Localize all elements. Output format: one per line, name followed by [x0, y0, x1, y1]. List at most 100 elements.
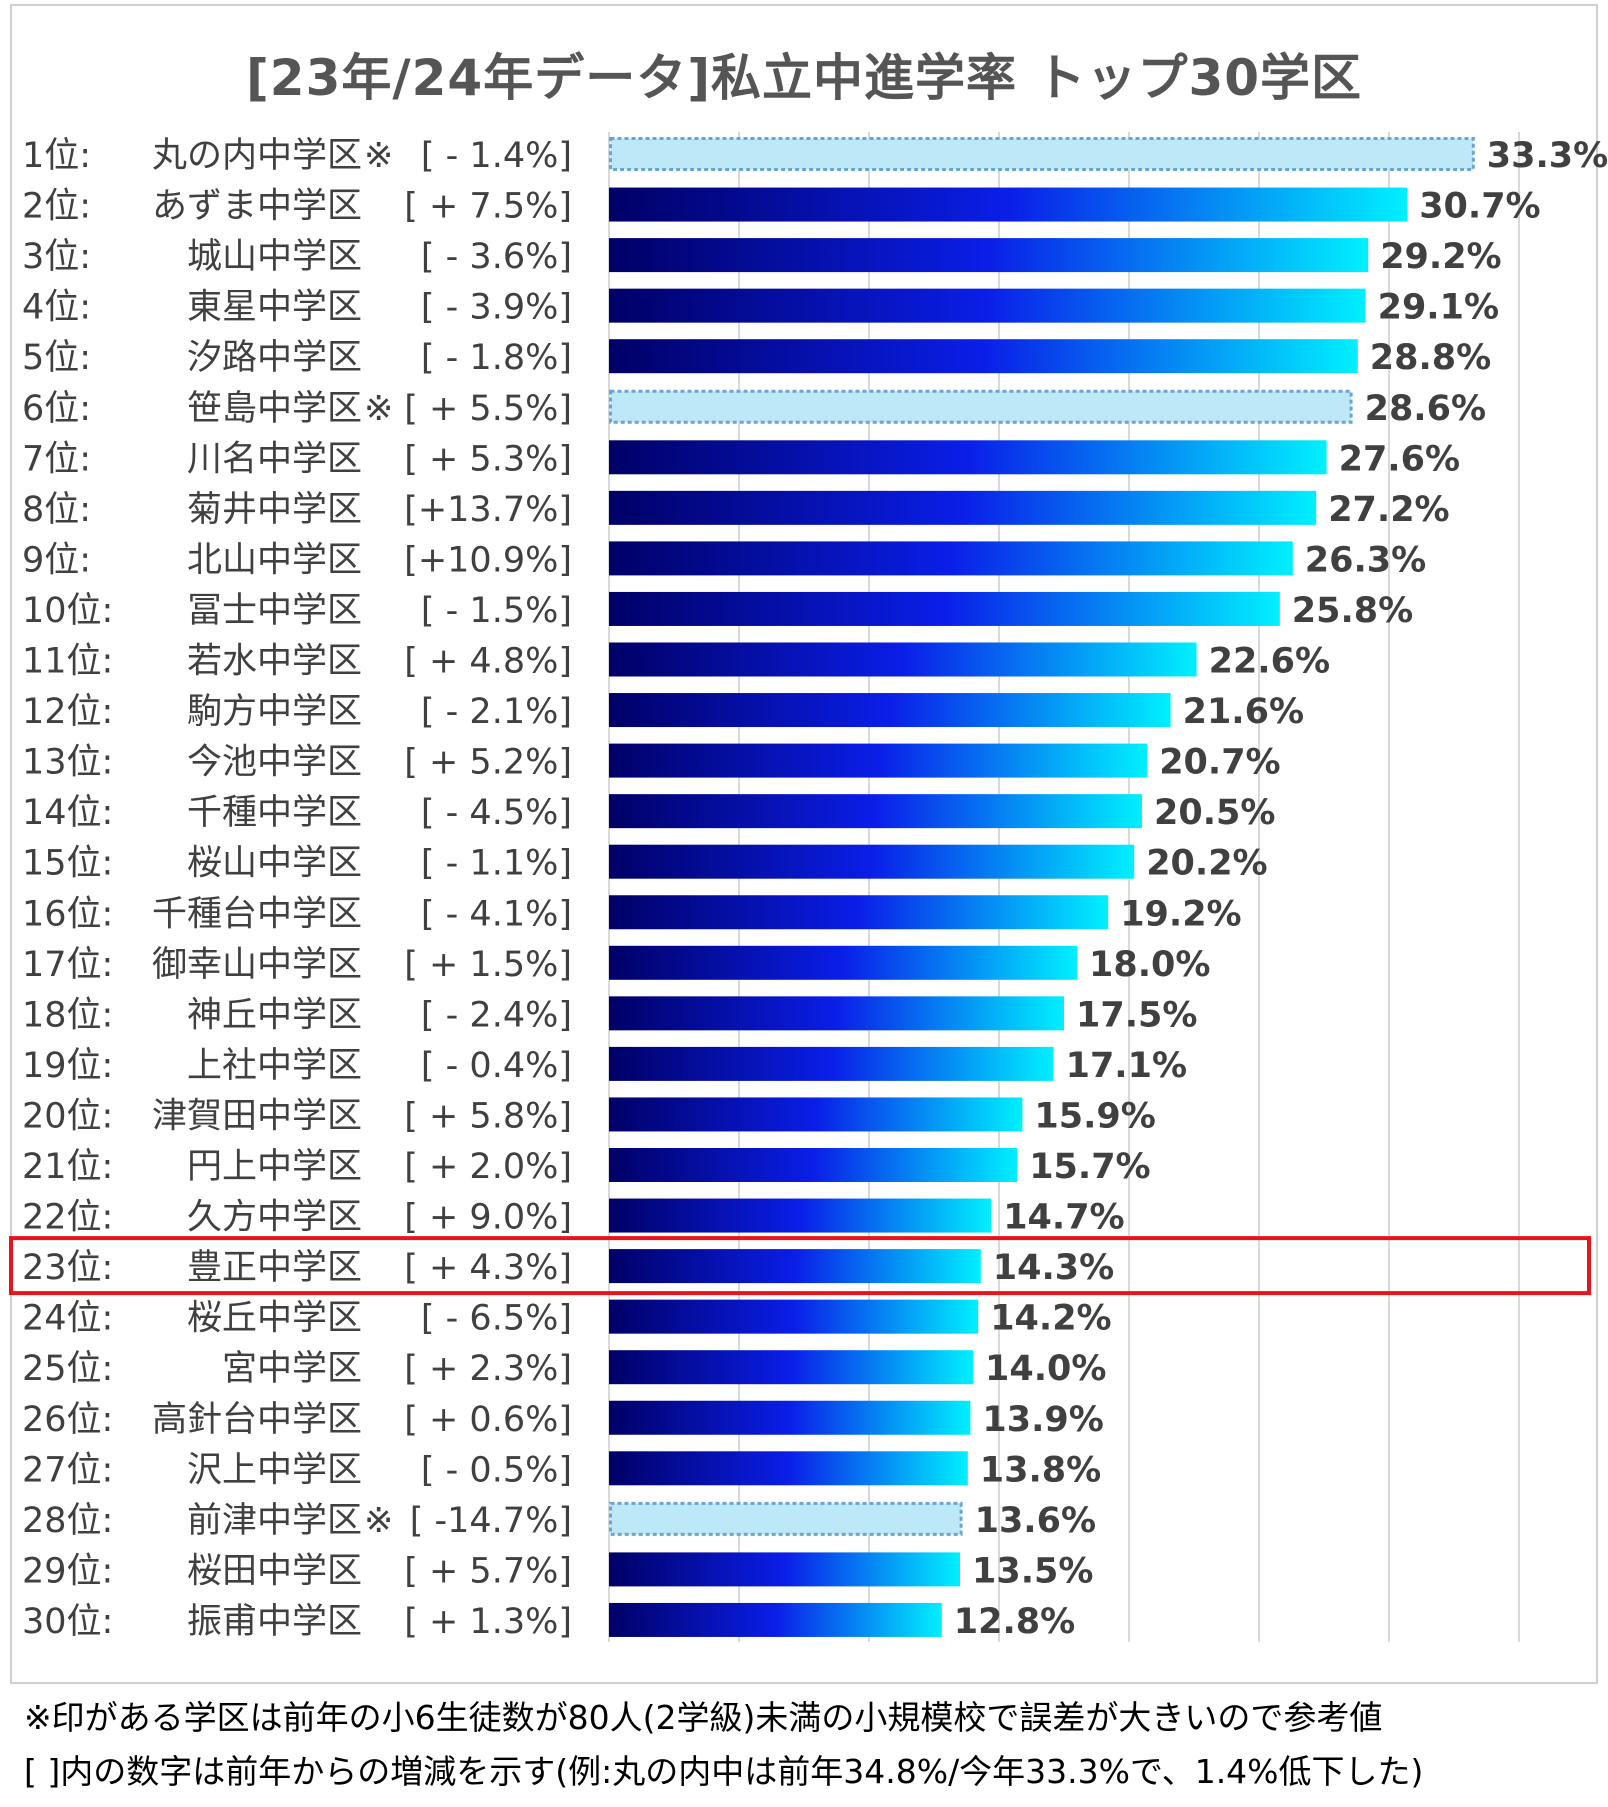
district-label: 円上中学区	[187, 1147, 362, 1187]
rank-label: 30位:	[22, 1602, 113, 1642]
rank-label: 18位:	[22, 995, 113, 1035]
change-label: [+10.9%]	[404, 540, 572, 580]
rank-label: 13位:	[22, 743, 113, 783]
district-label: 汐路中学区	[187, 338, 362, 378]
value-label: 20.5%	[1154, 793, 1275, 833]
rank-label: 6位:	[22, 389, 91, 429]
change-label: [ + 2.3%]	[404, 1349, 572, 1389]
district-label: 川名中学区	[187, 439, 362, 479]
chart-title: [23年/24年データ]私立中進学率 トップ30学区	[245, 49, 1363, 107]
bar	[609, 1097, 1023, 1132]
rank-label: 22位:	[22, 1198, 113, 1238]
bar	[609, 541, 1293, 576]
rank-label: 21位:	[22, 1147, 113, 1187]
rank-label: 12位:	[22, 692, 113, 732]
bar	[609, 591, 1280, 626]
bar	[609, 1148, 1018, 1182]
rank-label: 28位:	[22, 1501, 113, 1541]
footnote-change: [ ]内の数字は前年からの増減を示す(例:丸の内中は前年34.8%/今年33.3…	[24, 1752, 1424, 1791]
bar	[609, 490, 1317, 525]
district-label: 駒方中学区	[187, 692, 362, 732]
change-label: [ + 5.3%]	[404, 439, 572, 479]
value-label: 15.9%	[1034, 1096, 1155, 1136]
rank-label: 17位:	[22, 945, 113, 985]
bar	[609, 642, 1197, 677]
value-label: 26.3%	[1305, 540, 1426, 580]
change-label: [ + 1.3%]	[404, 1602, 572, 1642]
category-labels: 1位: 丸の内中学区 ※[ - 1.4%]2位: あずま中学区[ + 7.5%]3位:…	[22, 136, 572, 1642]
bar	[609, 693, 1171, 728]
value-label: 30.7%	[1419, 187, 1540, 227]
change-label: [ - 3.9%]	[421, 288, 572, 328]
district-label: 千種中学区	[187, 793, 362, 833]
reference-mark: ※	[364, 389, 393, 429]
change-label: [ + 5.2%]	[404, 743, 572, 783]
bar	[609, 996, 1064, 1031]
district-label: 沢上中学区	[187, 1450, 362, 1490]
value-label: 13.5%	[972, 1551, 1093, 1591]
value-label: 17.1%	[1066, 1046, 1187, 1086]
footnote-reference: ※印がある学区は前年の小6生徒数が80人(2学級)未満の小規模校で誤差が大きいの…	[24, 1698, 1383, 1737]
rank-label: 8位:	[22, 490, 91, 530]
reference-mark: ※	[364, 1501, 393, 1541]
bar	[609, 945, 1077, 980]
change-label: [ -14.7%]	[410, 1501, 572, 1541]
rank-label: 4位:	[22, 288, 91, 328]
bar	[609, 1249, 981, 1284]
value-label: 15.7%	[1029, 1147, 1150, 1187]
rank-label: 1位:	[22, 136, 91, 176]
district-label: 久方中学区	[187, 1198, 362, 1238]
value-labels: 33.3% 30.7% 29.2% 29.1% 28.8% 28.6% 27.6% 27.2%…	[954, 136, 1608, 1642]
rank-label: 27位:	[22, 1450, 113, 1490]
bar-reference	[609, 137, 1475, 171]
change-label: [ + 4.3%]	[404, 1248, 572, 1288]
rank-label: 9位:	[22, 540, 91, 580]
rank-label: 7位:	[22, 439, 91, 479]
value-label: 29.1%	[1378, 288, 1499, 328]
bar	[609, 1299, 979, 1334]
value-label: 33.3%	[1487, 136, 1608, 176]
value-label: 14.3%	[993, 1248, 1114, 1288]
district-label: 桜山中学区	[187, 844, 362, 884]
value-label: 22.6%	[1209, 642, 1330, 682]
value-label: 13.9%	[982, 1400, 1103, 1440]
change-label: [+13.7%]	[404, 490, 572, 530]
district-label: 丸の内中学区	[152, 136, 362, 176]
value-label: 27.6%	[1339, 439, 1460, 479]
change-label: [ + 9.0%]	[404, 1198, 572, 1238]
bar	[609, 288, 1366, 323]
highlight-layer	[9, 1236, 1591, 1296]
value-label: 14.0%	[985, 1349, 1106, 1389]
change-label: [ - 1.5%]	[421, 591, 572, 631]
rank-label: 26位:	[22, 1400, 113, 1440]
highlight-box	[9, 1236, 1591, 1296]
change-label: [ - 1.1%]	[421, 844, 572, 884]
district-label: あずま中学区	[152, 187, 362, 227]
value-label: 20.7%	[1159, 743, 1280, 783]
change-label: [ + 5.8%]	[404, 1096, 572, 1136]
rank-label: 11位:	[22, 642, 113, 682]
rank-label: 25位:	[22, 1349, 113, 1389]
change-label: [ - 4.1%]	[421, 894, 572, 934]
value-label: 13.6%	[975, 1501, 1096, 1541]
rank-label: 19位:	[22, 1046, 113, 1086]
rank-label: 16位:	[22, 894, 113, 934]
value-label: 17.5%	[1076, 995, 1197, 1035]
district-label: 桜田中学区	[187, 1551, 362, 1591]
bar	[609, 794, 1142, 829]
district-label: 上社中学区	[187, 1046, 362, 1086]
value-label: 28.8%	[1370, 338, 1491, 378]
value-label: 19.2%	[1120, 894, 1241, 934]
value-label: 18.0%	[1089, 945, 1210, 985]
rank-label: 14位:	[22, 793, 113, 833]
district-label: 今池中学区	[187, 743, 362, 783]
value-label: 29.2%	[1380, 237, 1501, 277]
change-label: [ - 4.5%]	[421, 793, 572, 833]
bar	[609, 895, 1109, 930]
district-label: 豊正中学区	[187, 1248, 362, 1288]
rank-label: 3位:	[22, 237, 91, 277]
change-label: [ + 5.7%]	[404, 1551, 572, 1591]
change-label: [ + 5.5%]	[404, 389, 572, 429]
change-label: [ - 6.5%]	[421, 1299, 572, 1339]
rank-label: 23位:	[22, 1248, 113, 1288]
